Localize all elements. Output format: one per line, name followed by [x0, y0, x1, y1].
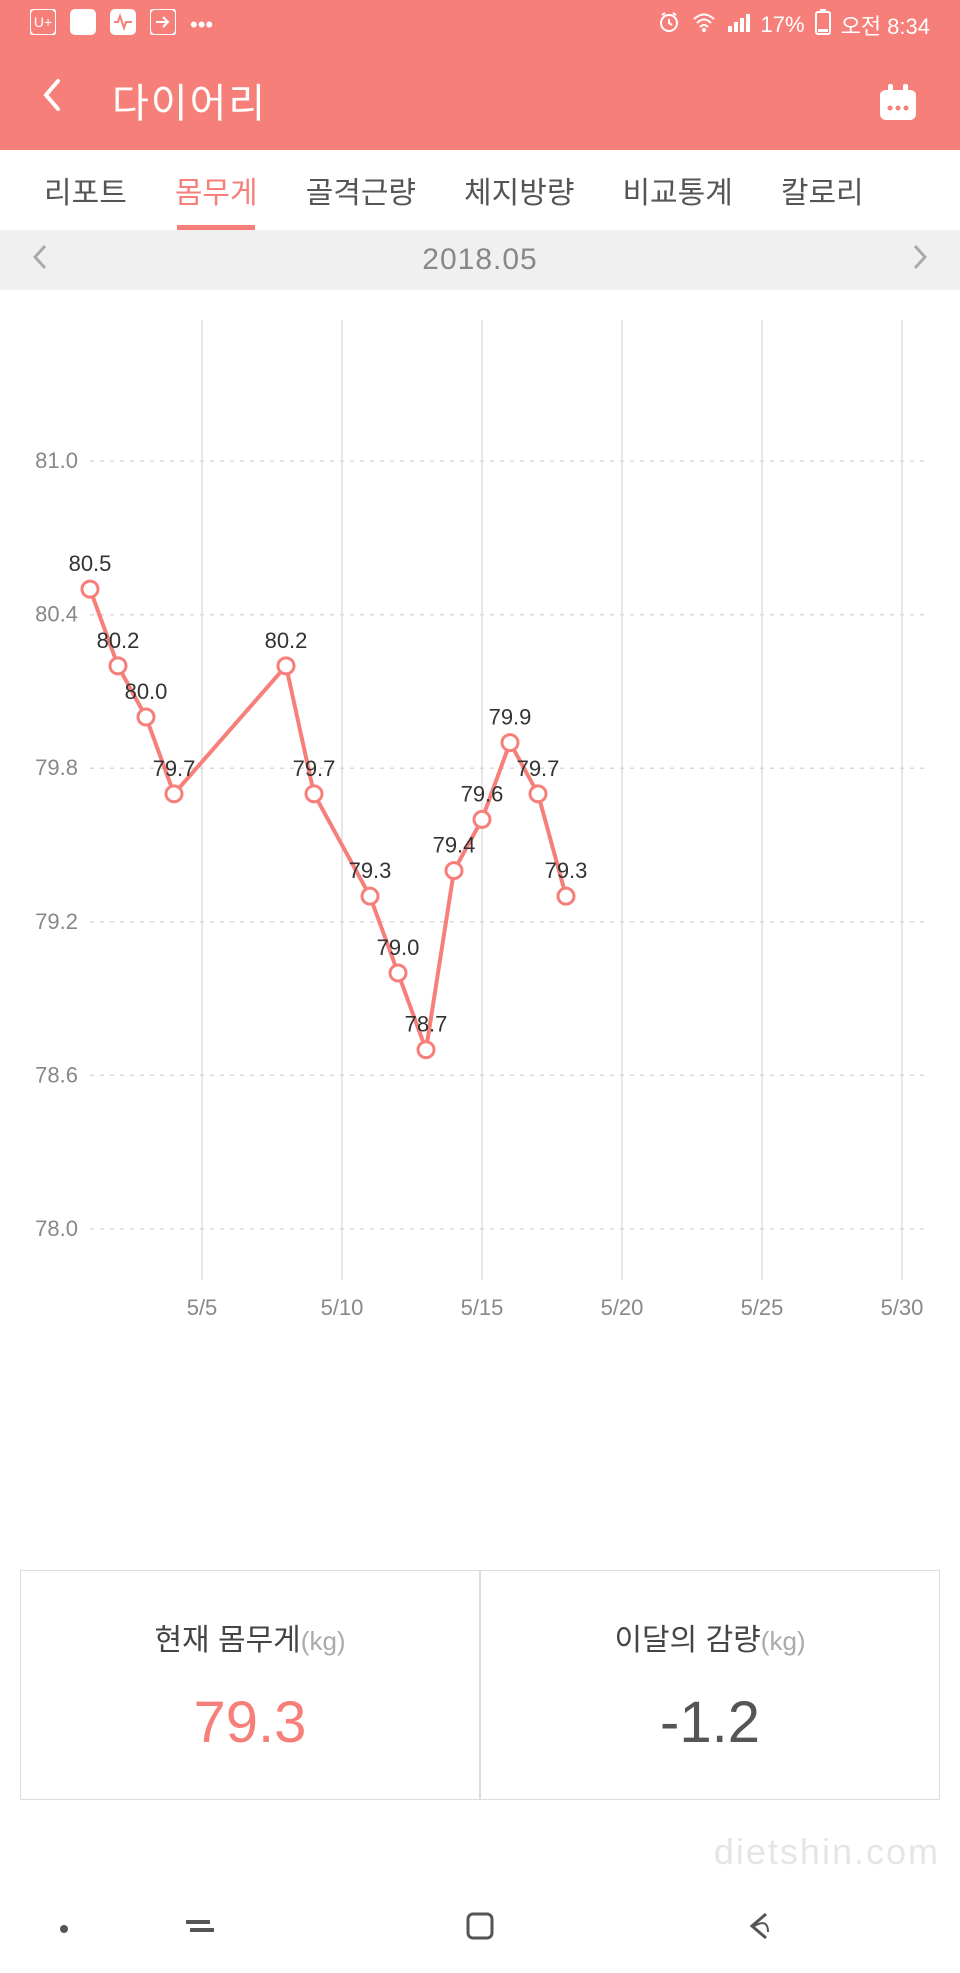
svg-text:79.9: 79.9	[489, 705, 532, 730]
tab-4[interactable]: 비교통계	[598, 150, 756, 230]
next-month-button[interactable]	[910, 242, 930, 279]
svg-text:78.7: 78.7	[405, 1012, 448, 1037]
summary-row: 현재 몸무게(kg) 79.3 이달의 감량(kg) -1.2	[0, 1550, 960, 1820]
month-navigator: 2018.05	[0, 230, 960, 290]
wifi-icon	[691, 10, 717, 40]
svg-text:79.7: 79.7	[517, 756, 560, 781]
svg-text:80.4: 80.4	[35, 602, 78, 627]
svg-text:80.5: 80.5	[69, 551, 112, 576]
current-weight-value: 79.3	[194, 1689, 307, 1756]
tab-3[interactable]: 체지방량	[440, 150, 598, 230]
svg-text:79.4: 79.4	[433, 833, 476, 858]
weight-chart-container: 5/5 5/10 5/15 5/20 5/25 5/30 78.0 78.6 79.2 79.8 8…	[0, 290, 960, 1550]
svg-text:80.0: 80.0	[125, 679, 168, 704]
status-left: U+ •••	[30, 9, 213, 41]
page-title: 다이어리	[112, 71, 267, 129]
svg-text:5/5: 5/5	[187, 1295, 218, 1320]
svg-text:79.3: 79.3	[545, 858, 588, 883]
weight-line-chart[interactable]: 5/5 5/10 5/15 5/20 5/25 5/30 78.0 78.6 79.2 79.8 8…	[10, 310, 950, 1350]
svg-text:79.8: 79.8	[35, 755, 78, 780]
status-right: 17% 오전 8:34	[657, 9, 930, 41]
svg-text:5/10: 5/10	[321, 1295, 364, 1320]
svg-text:80.2: 80.2	[265, 628, 308, 653]
svg-text:5/30: 5/30	[881, 1295, 924, 1320]
svg-text:78.0: 78.0	[35, 1216, 78, 1241]
calendar-button[interactable]	[876, 80, 920, 129]
svg-text:79.7: 79.7	[293, 756, 336, 781]
home-button[interactable]	[460, 1906, 500, 1951]
svg-text:81.0: 81.0	[35, 448, 78, 473]
svg-text:79.3: 79.3	[349, 858, 392, 883]
month-loss-box: 이달의 감량(kg) -1.2	[480, 1570, 940, 1800]
status-bar: U+ ••• 17% 오전 8:34	[0, 0, 960, 50]
time-text: 오전 8:34	[841, 9, 930, 41]
svg-text:5/25: 5/25	[741, 1295, 784, 1320]
back-button[interactable]	[40, 77, 62, 123]
recents-button[interactable]	[180, 1906, 220, 1951]
tab-0[interactable]: 리포트	[20, 150, 151, 230]
android-back-button[interactable]	[740, 1906, 780, 1951]
svg-text:79.7: 79.7	[153, 756, 196, 781]
heart-rate-icon	[110, 9, 136, 41]
tab-bar: 리포트몸무게골격근량체지방량비교통계칼로리	[0, 150, 960, 230]
android-nav-bar	[0, 1883, 960, 1973]
battery-text: 17%	[761, 12, 805, 38]
tab-1[interactable]: 몸무게	[151, 150, 282, 230]
month-loss-label: 이달의 감량(kg)	[614, 1615, 805, 1659]
tab-5[interactable]: 칼로리	[757, 150, 888, 230]
watermark-text: dietshin.com	[714, 1831, 940, 1873]
svg-text:5/20: 5/20	[601, 1295, 644, 1320]
exit-icon	[150, 9, 176, 41]
nav-dot-icon	[60, 1925, 68, 1933]
carrier-icon: U+	[30, 9, 56, 41]
current-weight-box: 현재 몸무게(kg) 79.3	[20, 1570, 480, 1800]
app-icon	[70, 9, 96, 41]
month-label: 2018.05	[422, 243, 537, 277]
svg-text:78.6: 78.6	[35, 1062, 78, 1087]
current-weight-label: 현재 몸무게(kg)	[154, 1615, 345, 1659]
svg-text:79.6: 79.6	[461, 781, 504, 806]
tab-2[interactable]: 골격근량	[282, 150, 440, 230]
svg-text:79.0: 79.0	[377, 935, 420, 960]
svg-text:80.2: 80.2	[97, 628, 140, 653]
svg-text:U+: U+	[34, 14, 52, 30]
signal-icon	[727, 10, 751, 40]
more-icon: •••	[190, 12, 213, 38]
app-header: 다이어리	[0, 50, 960, 150]
month-loss-value: -1.2	[660, 1689, 760, 1756]
svg-text:5/15: 5/15	[461, 1295, 504, 1320]
prev-month-button[interactable]	[30, 242, 50, 279]
alarm-icon	[657, 10, 681, 40]
svg-text:79.2: 79.2	[35, 909, 78, 934]
battery-icon	[815, 9, 831, 41]
